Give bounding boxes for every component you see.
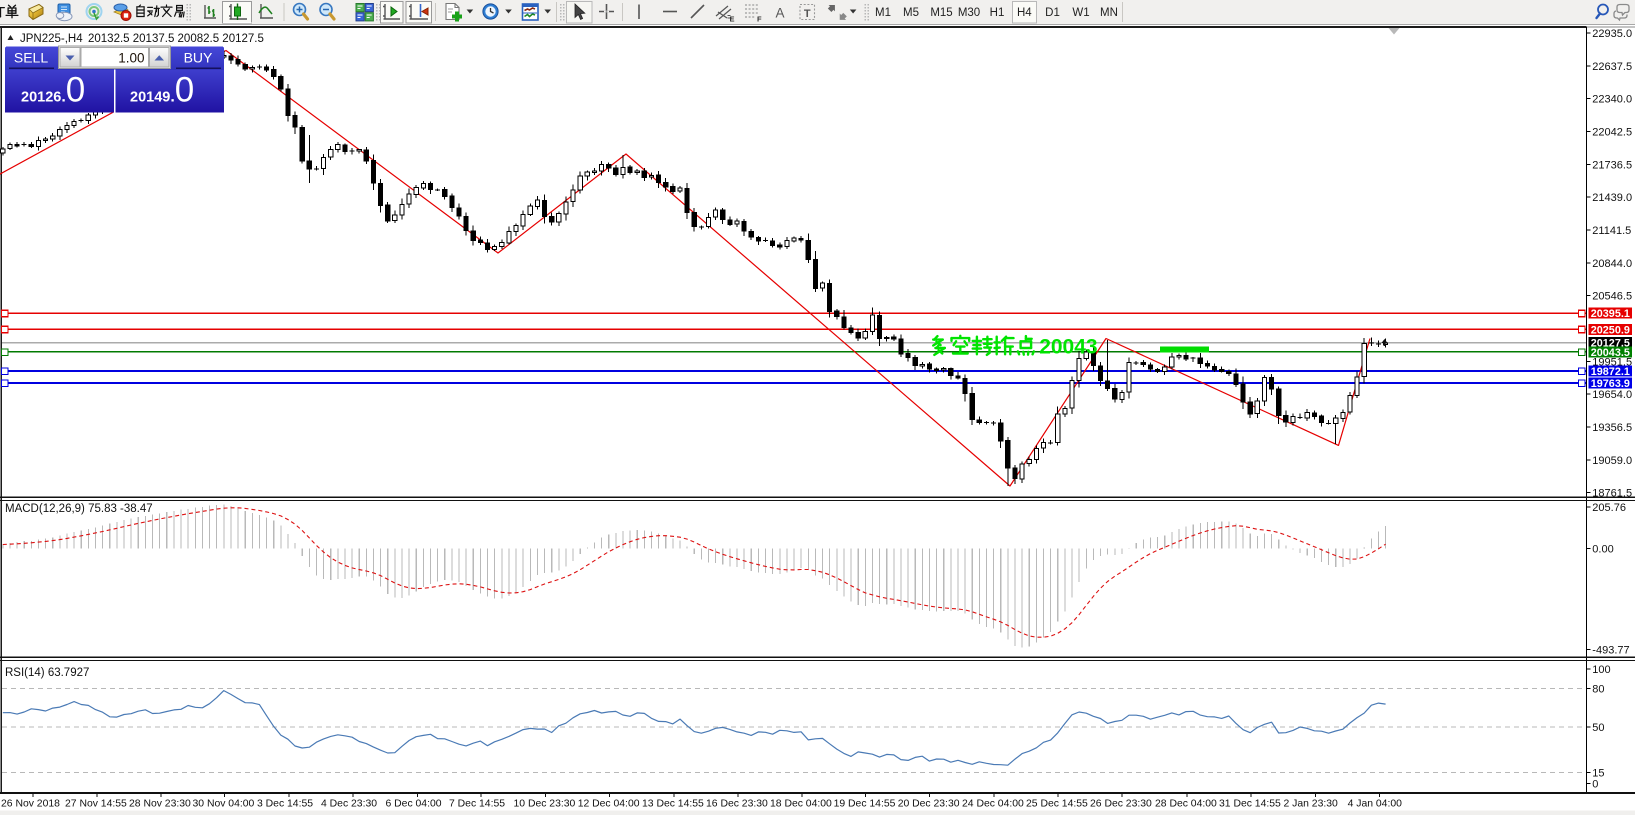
svg-text:W1: W1 [1072,7,1089,19]
svg-text:MACD(12,26,9) 75.83 -38.47: MACD(12,26,9) 75.83 -38.47 [5,503,153,515]
svg-text:20043.5: 20043.5 [1591,347,1630,359]
svg-text:21736.5: 21736.5 [1592,159,1632,171]
svg-text:A: A [775,6,784,21]
svg-text:3 Dec 14:55: 3 Dec 14:55 [257,799,313,810]
svg-text:SELL: SELL [14,50,48,66]
svg-text:12 Dec 04:00: 12 Dec 04:00 [578,799,640,810]
svg-text:20250.9: 20250.9 [1591,324,1630,336]
svg-text:20395.1: 20395.1 [1591,308,1630,320]
svg-text:M1: M1 [875,7,891,19]
svg-text:BUY: BUY [184,50,213,66]
svg-text:1.00: 1.00 [118,50,144,65]
svg-text:0.00: 0.00 [1592,543,1613,555]
svg-text:26 Nov 2018: 26 Nov 2018 [1,799,60,810]
svg-text:30 Nov 04:00: 30 Nov 04:00 [193,799,255,810]
svg-text:15: 15 [1592,768,1604,780]
svg-text:22340.0: 22340.0 [1592,94,1632,106]
svg-text:4 Jan 04:00: 4 Jan 04:00 [1348,799,1403,810]
svg-text:80: 80 [1592,684,1604,696]
svg-text:4 Dec 23:30: 4 Dec 23:30 [321,799,377,810]
svg-text:H1: H1 [990,7,1005,19]
svg-text:205.76: 205.76 [1592,502,1626,514]
svg-text:-493.77: -493.77 [1592,645,1629,657]
svg-text:13 Dec 14:55: 13 Dec 14:55 [642,799,704,810]
svg-text:10 Dec 23:30: 10 Dec 23:30 [514,799,576,810]
svg-text:RSI(14) 63.7927: RSI(14) 63.7927 [5,667,89,679]
svg-text:T: T [804,8,811,20]
svg-text:20844.0: 20844.0 [1592,258,1632,270]
svg-text:JPN225-,H4: JPN225-,H4 [20,33,83,45]
svg-text:M15: M15 [930,7,952,19]
svg-text:19356.5: 19356.5 [1592,422,1632,434]
svg-text:19951.5: 19951.5 [1592,356,1632,368]
svg-text:22042.5: 22042.5 [1592,127,1632,139]
svg-text:20 Dec 23:30: 20 Dec 23:30 [898,799,960,810]
svg-text:26 Dec 23:30: 26 Dec 23:30 [1090,799,1152,810]
svg-text:16 Dec 23:30: 16 Dec 23:30 [706,799,768,810]
svg-text:20126.0: 20126.0 [21,71,85,110]
svg-text:31 Dec 14:55: 31 Dec 14:55 [1219,799,1281,810]
svg-text:22935.0: 22935.0 [1592,28,1632,40]
svg-text:20149.0: 20149.0 [130,71,194,110]
svg-text:24 Dec 04:00: 24 Dec 04:00 [962,799,1024,810]
svg-text:28 Dec 04:00: 28 Dec 04:00 [1155,799,1217,810]
svg-text:7 Dec 14:55: 7 Dec 14:55 [449,799,505,810]
svg-text:2 Jan 23:30: 2 Jan 23:30 [1284,799,1339,810]
svg-text:D1: D1 [1045,7,1060,19]
svg-text:19059.0: 19059.0 [1592,455,1632,467]
svg-text:H4: H4 [1017,7,1032,19]
svg-text:27 Nov 14:55: 27 Nov 14:55 [65,799,127,810]
svg-text:22637.5: 22637.5 [1592,61,1632,73]
svg-text:25 Dec 14:55: 25 Dec 14:55 [1026,799,1088,810]
svg-text:19 Dec 14:55: 19 Dec 14:55 [834,799,896,810]
svg-text:6 Dec 04:00: 6 Dec 04:00 [386,799,442,810]
svg-text:20132.5 20137.5 20082.5 20127.: 20132.5 20137.5 20082.5 20127.5 [88,33,264,45]
svg-text:19872.1: 19872.1 [1591,366,1630,378]
svg-text:E: E [730,15,735,24]
svg-text:21439.0: 21439.0 [1592,192,1632,204]
svg-text:20546.5: 20546.5 [1592,291,1632,303]
svg-text:M30: M30 [958,7,980,19]
svg-text:19654.0: 19654.0 [1592,389,1632,401]
svg-text:50: 50 [1592,722,1604,734]
svg-text:100: 100 [1592,664,1610,676]
svg-text:MN: MN [1100,7,1118,19]
svg-text:21141.5: 21141.5 [1592,225,1631,237]
svg-text:F: F [757,15,762,24]
svg-text:19763.9: 19763.9 [1591,378,1630,390]
svg-text:0: 0 [1592,779,1598,791]
svg-text:18 Dec 04:00: 18 Dec 04:00 [770,799,832,810]
svg-text:20043: 20043 [1039,336,1097,359]
svg-text:28 Nov 23:30: 28 Nov 23:30 [129,799,191,810]
svg-text:M5: M5 [903,7,919,19]
